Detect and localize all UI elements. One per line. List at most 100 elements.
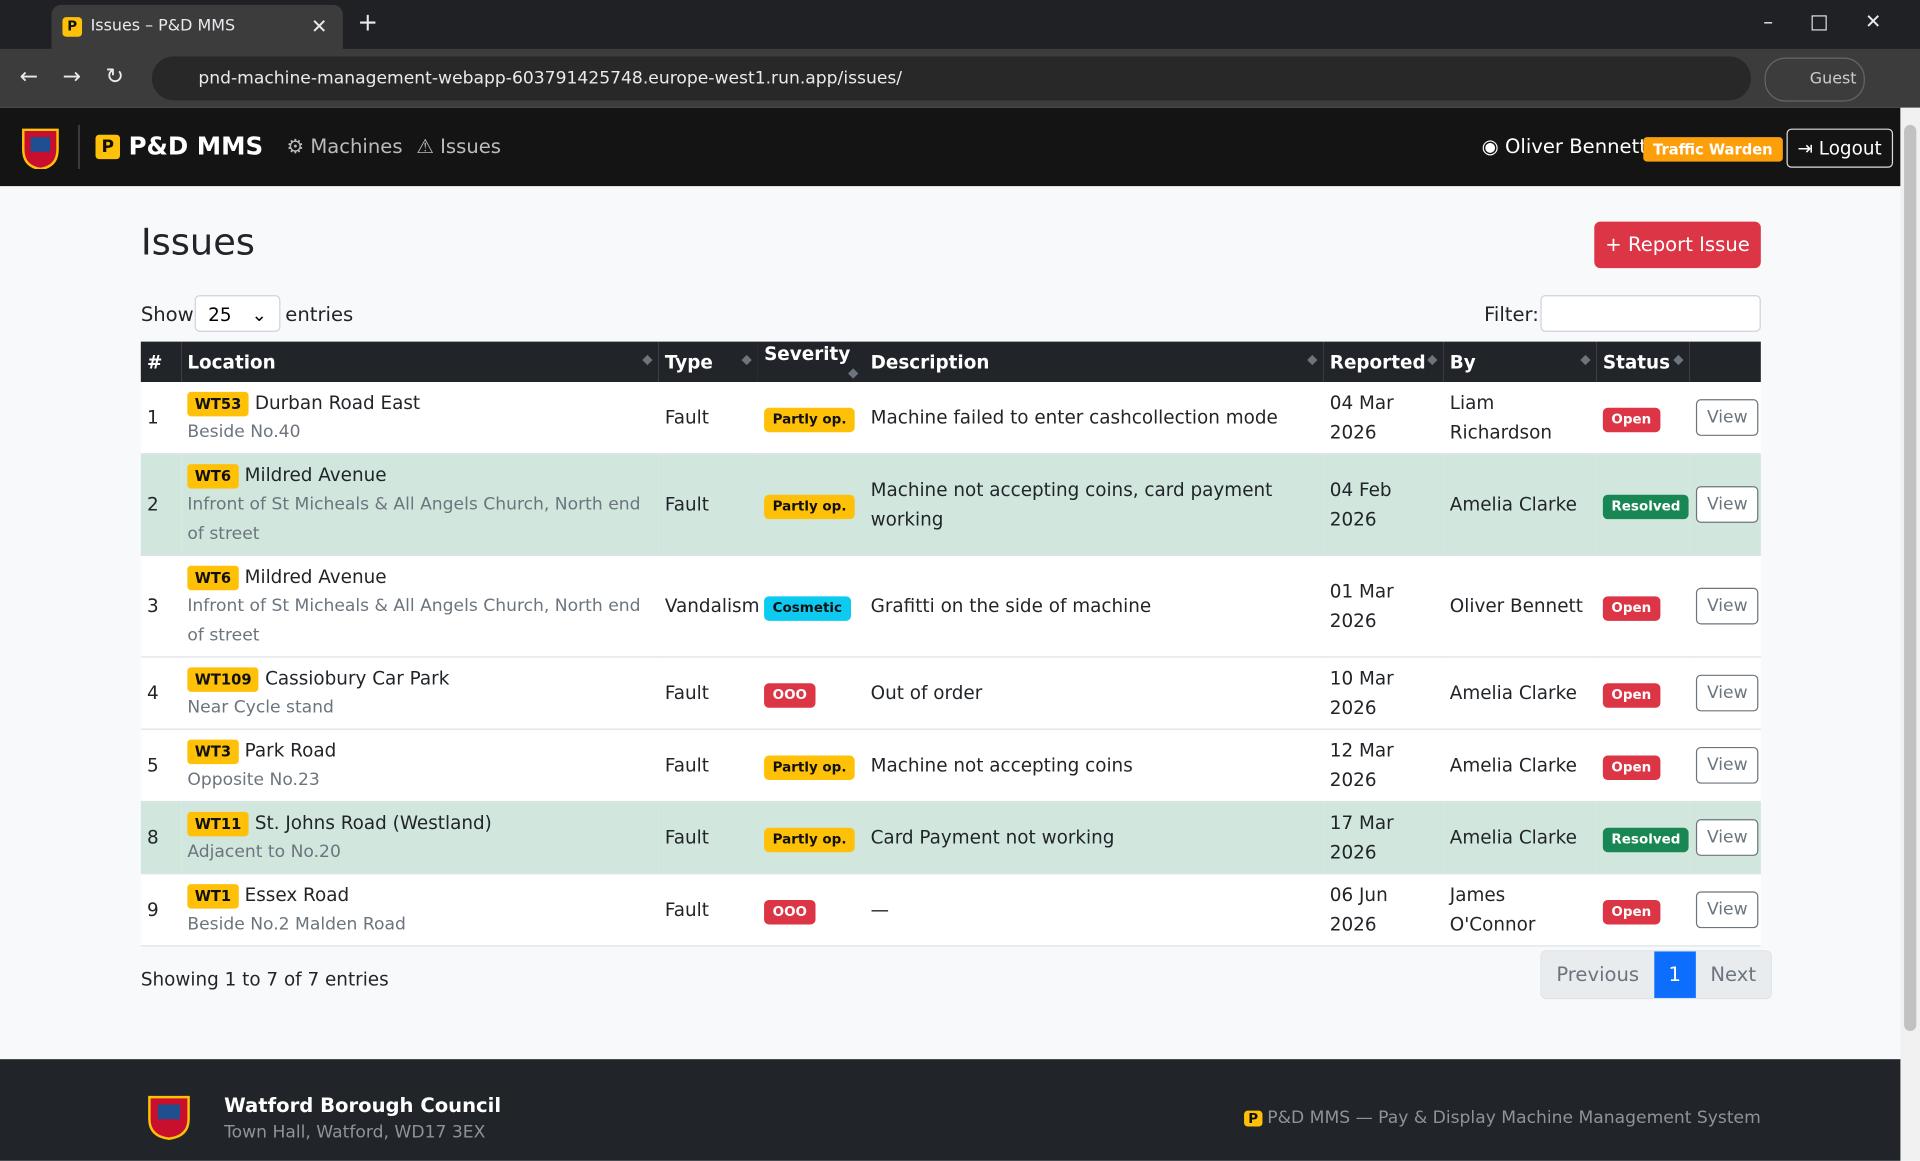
sort-icon: ◆ — [1580, 350, 1591, 367]
view-button[interactable]: View — [1695, 587, 1759, 625]
status-badge: Open — [1602, 407, 1660, 433]
page-link[interactable]: 1 — [1653, 951, 1696, 998]
report-button[interactable]: + Report Issue — [1594, 221, 1761, 269]
column-label: Type — [664, 350, 713, 373]
cell-type: Fault — [658, 873, 758, 947]
sort-icon: ◆ — [847, 364, 859, 381]
cell-id: 9 — [140, 873, 182, 947]
view-button[interactable]: View — [1695, 746, 1759, 784]
table-row: 8 WT11 St. Johns Road (Westland) Adjacent t… — [140, 801, 1761, 875]
machine-code: WT6 — [187, 464, 239, 489]
window-controls[interactable]: –□✕ — [1763, 9, 1919, 34]
cell-description: — — [864, 873, 1324, 947]
cell-location: WT109 Cassiobury Car Park Near Cycle stand — [181, 656, 659, 730]
cell-description: Machine failed to enter cashcollection m… — [864, 382, 1324, 455]
cell-reported: 04 Mar 2026 — [1323, 382, 1444, 455]
cell-action: View — [1689, 873, 1761, 947]
column-header[interactable]: Description ◆ — [864, 341, 1324, 383]
severity-badge: Partly op. — [764, 755, 856, 781]
view-button[interactable]: View — [1695, 674, 1759, 712]
profile[interactable]: Guest — [1764, 57, 1865, 102]
nav-buttons[interactable]: ←→↻ — [19, 63, 149, 90]
sublocation: Beside No.40 — [187, 422, 301, 443]
status-badge: Open — [1602, 755, 1660, 781]
column-label: Reported — [1329, 350, 1426, 373]
role-badge: Traffic Warden — [1643, 137, 1783, 162]
column-header[interactable]: # — [140, 341, 182, 383]
cell-id: 5 — [140, 729, 182, 803]
view-button[interactable]: View — [1695, 399, 1759, 436]
nav-label: Issues — [440, 134, 502, 158]
view-button[interactable]: View — [1695, 891, 1759, 929]
column-header[interactable]: Location ◆ — [181, 341, 659, 383]
location-line: WT53 Durban Road East — [187, 388, 652, 417]
cell-severity: OOO — [757, 656, 865, 730]
status-badge: Open — [1602, 683, 1660, 708]
tab-close[interactable]: ✕ — [311, 14, 328, 38]
sublocation: Beside No.2 Malden Road — [187, 914, 406, 935]
cell-reported: 04 Feb 2026 — [1323, 453, 1444, 556]
cell-action: View — [1689, 729, 1761, 803]
header-row: # Location ◆ Type ◆ Severity ◆ Description ◆ Repo… — [140, 341, 1761, 383]
nav-issues[interactable]: ⚠ Issues — [416, 134, 502, 158]
new-tab[interactable]: + — [357, 7, 379, 37]
footer: Watford Borough Council Town Hall, Watfo… — [0, 1059, 1901, 1161]
show-label: Show — [140, 302, 194, 326]
scrollbar[interactable] — [1900, 107, 1920, 1161]
view-button[interactable]: View — [1695, 486, 1759, 523]
cell-description: Grafitti on the side of machine — [864, 555, 1324, 658]
location-line: WT1 Essex Road — [187, 880, 652, 909]
brand[interactable]: P&D MMS — [128, 131, 264, 161]
page-link[interactable]: Next — [1695, 951, 1771, 998]
cell-action: View — [1689, 801, 1761, 875]
sublocation: Infront of St Micheals & All Angels Chur… — [187, 596, 641, 646]
sublocation: Opposite No.23 — [187, 770, 320, 790]
nav-label: Machines — [310, 134, 403, 158]
status-badge: Open — [1602, 900, 1660, 925]
cell-by: Amelia Clarke — [1443, 729, 1597, 803]
filter-input[interactable] — [1540, 295, 1761, 332]
column-header[interactable]: Reported ◆ — [1323, 341, 1444, 383]
location-line: WT109 Cassiobury Car Park — [187, 664, 652, 693]
column-header[interactable]: Severity ◆ — [757, 341, 865, 383]
severity-badge: Partly op. — [764, 407, 856, 433]
logout-label: Logout — [1818, 137, 1882, 160]
cell-type: Fault — [658, 729, 758, 803]
cell-description: Machine not accepting coins, card paymen… — [864, 453, 1324, 556]
machine-code: WT53 — [187, 391, 249, 417]
cell-location: WT11 St. Johns Road (Westland) Adjacent to… — [181, 801, 659, 875]
column-header[interactable]: By ◆ — [1443, 341, 1597, 383]
machine-code: WT109 — [187, 667, 259, 692]
cell-severity: Partly op. — [757, 382, 865, 455]
tab[interactable]: P Issues – P&D MMS ✕ — [51, 4, 343, 49]
cell-severity: Partly op. — [757, 729, 865, 803]
sublocation: Infront of St Micheals & All Angels Chur… — [187, 494, 641, 544]
logout-button[interactable]: ⇥ Logout — [1786, 128, 1893, 168]
footer-crest — [148, 1095, 190, 1141]
tagline: P&D MMS — Pay & Display Machine Manageme… — [1267, 1108, 1761, 1128]
divider — [78, 124, 80, 169]
table-row: 1 WT53 Durban Road East Beside No.40 Fault Pa… — [140, 382, 1761, 455]
sort-icon: ◆ — [1307, 350, 1318, 367]
column-header[interactable]: Status ◆ — [1596, 341, 1690, 383]
page-size-select[interactable]: 25 ⌄ — [194, 295, 281, 332]
column-header[interactable]: Type ◆ — [658, 341, 758, 383]
page-link[interactable]: Previous — [1541, 951, 1654, 998]
nav-machines[interactable]: ⚙ Machines — [286, 134, 403, 158]
column-header — [1689, 341, 1761, 383]
omnibox[interactable]: pnd-machine-management-webapp-6037914257… — [151, 56, 1752, 101]
cell-description: Card Payment not working — [864, 801, 1324, 875]
location-name: Mildred Avenue — [244, 464, 387, 487]
sort-icon: ◆ — [1427, 350, 1438, 367]
cell-status: Open — [1596, 873, 1690, 947]
cell-action: View — [1689, 656, 1761, 730]
table-row: 9 WT1 Essex Road Beside No.2 Malden Road Fau… — [140, 873, 1761, 947]
cell-id: 1 — [140, 382, 182, 455]
table-info: Showing 1 to 7 of 7 entries — [140, 968, 389, 991]
entries-label: entries — [285, 302, 354, 326]
url: pnd-machine-management-webapp-6037914257… — [198, 68, 903, 89]
pagination: Previous 1 Next — [1540, 950, 1772, 1000]
cell-status: Open — [1596, 382, 1690, 455]
view-button[interactable]: View — [1695, 819, 1759, 856]
severity-badge: Cosmetic — [764, 596, 851, 621]
